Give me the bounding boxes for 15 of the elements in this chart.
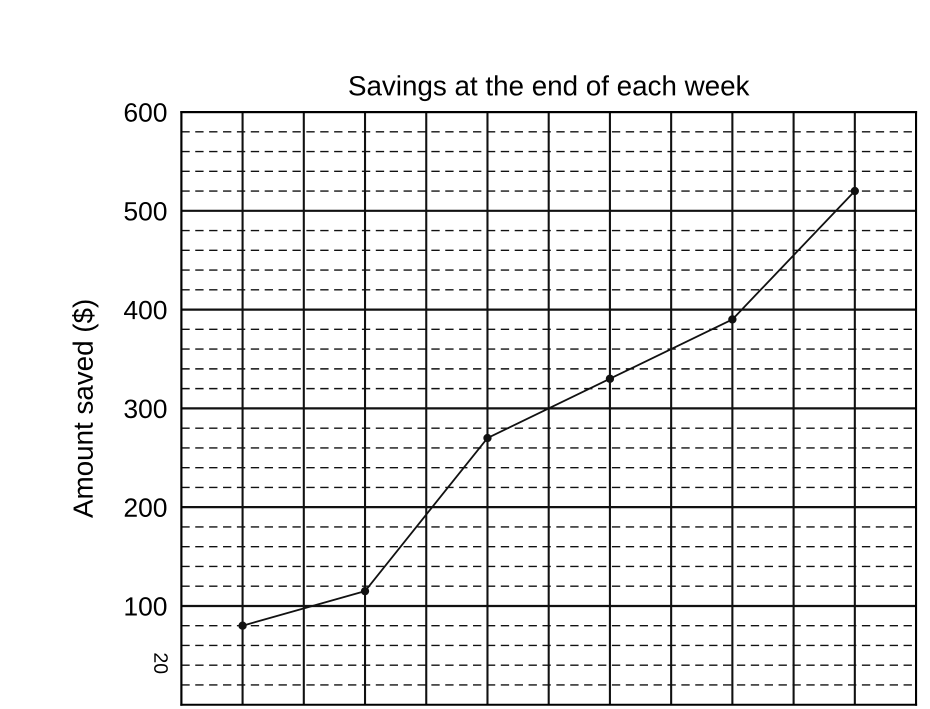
point bbox=[238, 622, 247, 630]
y-tick-label: 100 bbox=[125, 597, 166, 616]
point bbox=[606, 374, 614, 383]
point bbox=[728, 315, 737, 324]
point bbox=[360, 586, 370, 596]
y-tick-label: 600 bbox=[124, 103, 166, 122]
y-tick-label: 200 bbox=[124, 498, 166, 517]
y-tick-label: 400 bbox=[124, 300, 166, 320]
y-axis-title: Amount saved ($) bbox=[72, 300, 98, 518]
y-tick-label: 500 bbox=[124, 202, 166, 221]
chart-title: Savings at the end of each week bbox=[349, 75, 750, 102]
y-tick-label: 300 bbox=[124, 400, 166, 418]
point bbox=[850, 186, 859, 196]
text: 20 bbox=[154, 653, 168, 674]
point bbox=[483, 434, 492, 442]
